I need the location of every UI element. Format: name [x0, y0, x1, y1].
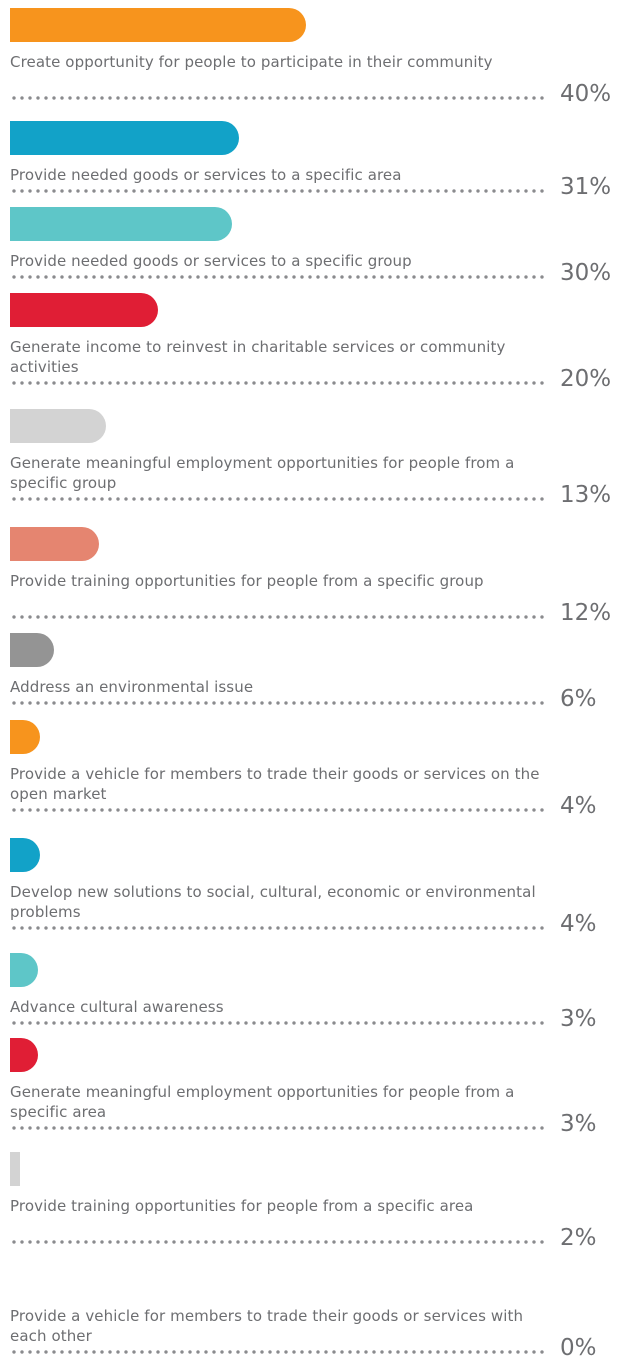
value-label: 40% — [560, 81, 612, 107]
value-label: 0% — [560, 1335, 597, 1361]
value-label: 31% — [560, 174, 612, 200]
category-label: Provide a vehicle for members to trade t… — [10, 1307, 524, 1345]
bar — [10, 8, 306, 42]
bar — [10, 121, 240, 155]
category-label: Provide a vehicle for members to trade t… — [10, 765, 540, 803]
value-label: 12% — [560, 600, 612, 626]
dotted-leader — [10, 701, 548, 705]
bar — [10, 409, 107, 443]
dotted-leader — [10, 1021, 548, 1025]
category-label: Generate meaningful employment opportuni… — [10, 454, 515, 492]
category-label: Provide needed goods or services to a sp… — [10, 252, 412, 270]
bar — [10, 293, 158, 327]
dotted-leader — [10, 926, 548, 930]
dotted-leader — [10, 1350, 548, 1354]
value-label: 3% — [560, 1006, 597, 1032]
category-label: Create opportunity for people to partici… — [10, 53, 493, 71]
value-label: 4% — [560, 793, 597, 819]
bar — [10, 953, 38, 987]
value-label: 20% — [560, 366, 612, 392]
dotted-leader — [10, 381, 548, 385]
value-label: 6% — [560, 686, 597, 712]
dotted-leader — [10, 808, 548, 812]
bar — [10, 1038, 38, 1072]
bar — [10, 633, 55, 667]
category-label: Provide training opportunities for peopl… — [10, 572, 484, 590]
category-label: Address an environmental issue — [10, 678, 254, 696]
bar — [10, 1152, 20, 1186]
dotted-leader — [10, 497, 548, 501]
category-label: Provide training opportunities for peopl… — [10, 1197, 474, 1215]
category-label: Generate income to reinvest in charitabl… — [10, 338, 506, 376]
horizontal-bar-chart: Create opportunity for people to partici… — [10, 8, 612, 1361]
category-label: Advance cultural awareness — [10, 998, 224, 1016]
value-label: 4% — [560, 911, 597, 937]
dotted-leader — [10, 615, 548, 619]
category-label: Provide needed goods or services to a sp… — [10, 166, 402, 184]
bar — [10, 527, 99, 561]
dotted-leader — [10, 189, 548, 193]
value-label: 13% — [560, 482, 612, 508]
dotted-leader — [10, 1240, 548, 1244]
bar — [10, 838, 40, 872]
value-label: 2% — [560, 1225, 597, 1251]
value-label: 3% — [560, 1111, 597, 1137]
category-label: Generate meaningful employment opportuni… — [10, 1083, 515, 1121]
category-label: Develop new solutions to social, cultura… — [10, 883, 536, 921]
value-label: 30% — [560, 260, 612, 286]
dotted-leader — [10, 1126, 548, 1130]
bar — [10, 207, 232, 241]
bar — [10, 720, 40, 754]
dotted-leader — [10, 275, 548, 279]
dotted-leader — [10, 96, 548, 100]
